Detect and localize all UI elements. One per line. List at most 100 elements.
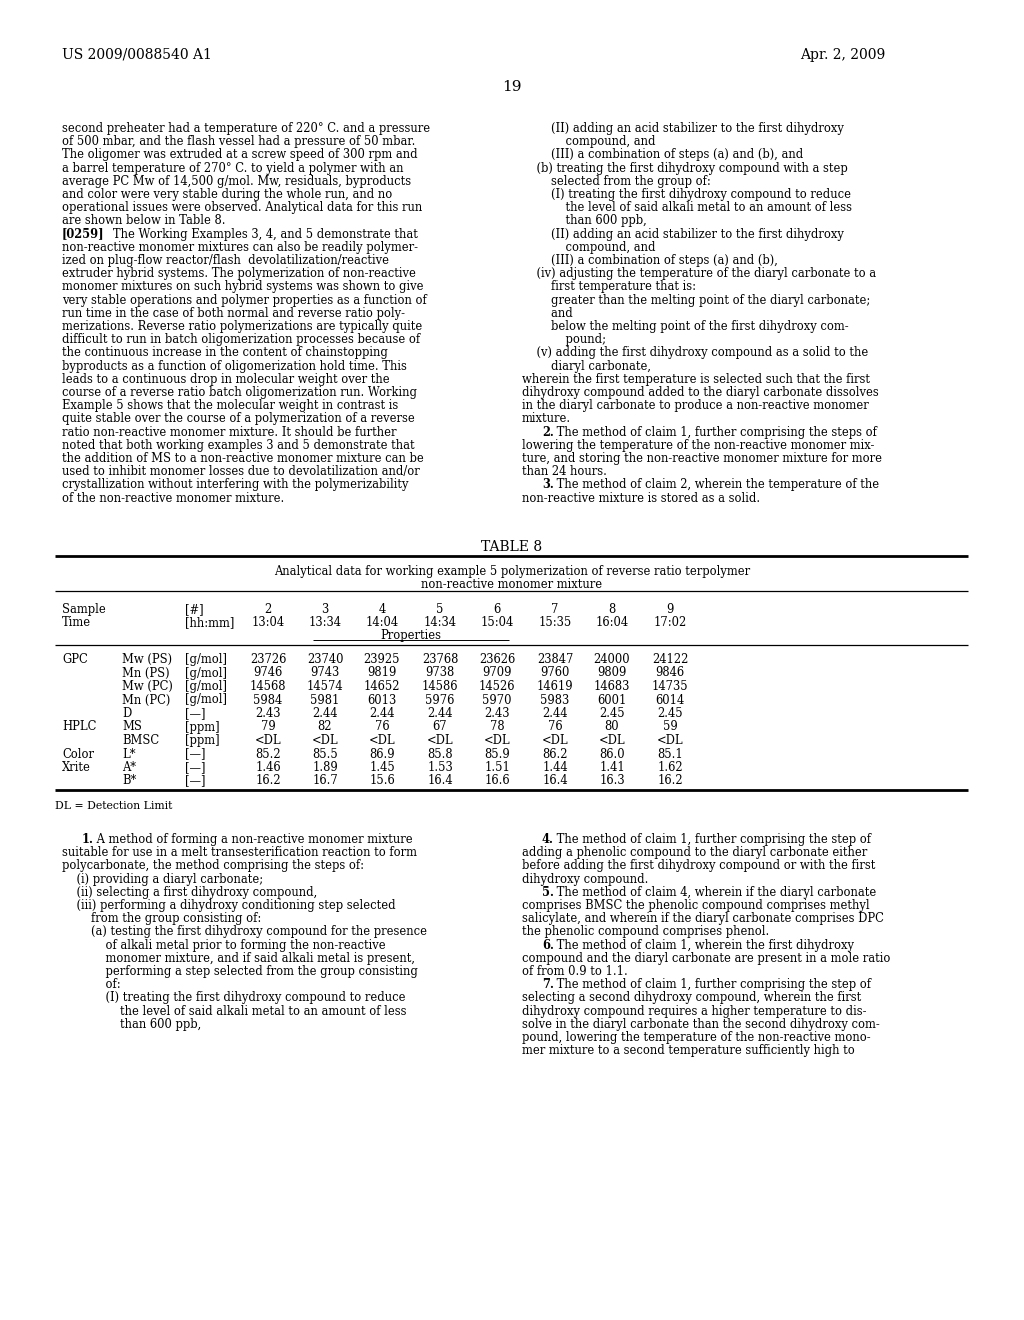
Text: quite stable over the course of a polymerization of a reverse: quite stable over the course of a polyme… <box>62 412 415 425</box>
Text: than 24 hours.: than 24 hours. <box>522 465 607 478</box>
Text: comprises BMSC the phenolic compound comprises methyl: comprises BMSC the phenolic compound com… <box>522 899 869 912</box>
Text: 1.62: 1.62 <box>657 762 683 774</box>
Text: selected from the group of:: selected from the group of: <box>522 174 711 187</box>
Text: 76: 76 <box>548 721 562 734</box>
Text: 3: 3 <box>322 603 329 616</box>
Text: are shown below in Table 8.: are shown below in Table 8. <box>62 214 225 227</box>
Text: of 500 mbar, and the flash vessel had a pressure of 50 mbar.: of 500 mbar, and the flash vessel had a … <box>62 135 416 148</box>
Text: the level of said alkali metal to an amount of less: the level of said alkali metal to an amo… <box>522 201 852 214</box>
Text: 8: 8 <box>608 603 615 616</box>
Text: 6001: 6001 <box>597 693 627 706</box>
Text: Example 5 shows that the molecular weight in contrast is: Example 5 shows that the molecular weigh… <box>62 399 398 412</box>
Text: second preheater had a temperature of 220° C. and a pressure: second preheater had a temperature of 22… <box>62 121 430 135</box>
Text: and color were very stable during the whole run, and no: and color were very stable during the wh… <box>62 187 392 201</box>
Text: 5984: 5984 <box>253 693 283 706</box>
Text: noted that both working examples 3 and 5 demonstrate that: noted that both working examples 3 and 5… <box>62 438 415 451</box>
Text: dihydroxy compound requires a higher temperature to dis-: dihydroxy compound requires a higher tem… <box>522 1005 866 1018</box>
Text: 5981: 5981 <box>310 693 340 706</box>
Text: 15:04: 15:04 <box>480 616 514 630</box>
Text: TABLE 8: TABLE 8 <box>481 540 543 554</box>
Text: 23768: 23768 <box>422 653 458 667</box>
Text: polycarbonate, the method comprising the steps of:: polycarbonate, the method comprising the… <box>62 859 364 873</box>
Text: 23740: 23740 <box>307 653 343 667</box>
Text: ized on plug-flow reactor/flash  devolatilization/reactive: ized on plug-flow reactor/flash devolati… <box>62 253 389 267</box>
Text: Xrite: Xrite <box>62 762 91 774</box>
Text: The method of claim 4, wherein if the diaryl carbonate: The method of claim 4, wherein if the di… <box>553 886 877 899</box>
Text: of alkali metal prior to forming the non-reactive: of alkali metal prior to forming the non… <box>62 939 386 952</box>
Text: 2.44: 2.44 <box>427 708 453 719</box>
Text: 59: 59 <box>663 721 677 734</box>
Text: Mw (PS): Mw (PS) <box>122 653 172 667</box>
Text: run time in the case of both normal and reverse ratio poly-: run time in the case of both normal and … <box>62 306 406 319</box>
Text: wherein the first temperature is selected such that the first: wherein the first temperature is selecte… <box>522 372 870 385</box>
Text: in the diaryl carbonate to produce a non-reactive monomer: in the diaryl carbonate to produce a non… <box>522 399 868 412</box>
Text: than 600 ppb,: than 600 ppb, <box>522 214 647 227</box>
Text: solve in the diaryl carbonate than the second dihydroxy com-: solve in the diaryl carbonate than the s… <box>522 1018 880 1031</box>
Text: [ppm]: [ppm] <box>185 721 219 734</box>
Text: 86.2: 86.2 <box>543 747 567 760</box>
Text: 16.3: 16.3 <box>599 775 625 788</box>
Text: selecting a second dihydroxy compound, wherein the first: selecting a second dihydroxy compound, w… <box>522 991 861 1005</box>
Text: a barrel temperature of 270° C. to yield a polymer with an: a barrel temperature of 270° C. to yield… <box>62 161 403 174</box>
Text: A*: A* <box>122 762 136 774</box>
Text: Mn (PC): Mn (PC) <box>122 693 170 706</box>
Text: [g/mol]: [g/mol] <box>185 680 227 693</box>
Text: (ii) selecting a first dihydroxy compound,: (ii) selecting a first dihydroxy compoun… <box>62 886 317 899</box>
Text: 14:34: 14:34 <box>424 616 457 630</box>
Text: [#]: [#] <box>185 603 204 616</box>
Text: of:: of: <box>62 978 121 991</box>
Text: 4: 4 <box>379 603 386 616</box>
Text: 16.7: 16.7 <box>312 775 338 788</box>
Text: 13:04: 13:04 <box>252 616 285 630</box>
Text: 2: 2 <box>264 603 271 616</box>
Text: compound, and: compound, and <box>522 240 655 253</box>
Text: MS: MS <box>122 721 142 734</box>
Text: 16.4: 16.4 <box>427 775 453 788</box>
Text: 6013: 6013 <box>368 693 396 706</box>
Text: [—]: [—] <box>185 747 206 760</box>
Text: 23626: 23626 <box>479 653 515 667</box>
Text: 13:34: 13:34 <box>308 616 341 630</box>
Text: [hh:mm]: [hh:mm] <box>185 616 234 630</box>
Text: <DL: <DL <box>599 734 626 747</box>
Text: D: D <box>122 708 131 719</box>
Text: before adding the first dihydroxy compound or with the first: before adding the first dihydroxy compou… <box>522 859 876 873</box>
Text: 14:04: 14:04 <box>366 616 398 630</box>
Text: 14735: 14735 <box>651 680 688 693</box>
Text: The method of claim 1, wherein the first dihydroxy: The method of claim 1, wherein the first… <box>553 939 854 952</box>
Text: mer mixture to a second temperature sufficiently high to: mer mixture to a second temperature suff… <box>522 1044 855 1057</box>
Text: (I) treating the first dihydroxy compound to reduce: (I) treating the first dihydroxy compoun… <box>62 991 406 1005</box>
Text: 5.: 5. <box>542 886 554 899</box>
Text: The method of claim 1, further comprising the step of: The method of claim 1, further comprisin… <box>553 833 871 846</box>
Text: 80: 80 <box>605 721 620 734</box>
Text: 24122: 24122 <box>652 653 688 667</box>
Text: 67: 67 <box>433 721 447 734</box>
Text: 82: 82 <box>317 721 332 734</box>
Text: 1.46: 1.46 <box>255 762 281 774</box>
Text: 9: 9 <box>667 603 674 616</box>
Text: 16.6: 16.6 <box>484 775 510 788</box>
Text: (iii) performing a dihydroxy conditioning step selected: (iii) performing a dihydroxy conditionin… <box>62 899 395 912</box>
Text: The oligomer was extruded at a screw speed of 300 rpm and: The oligomer was extruded at a screw spe… <box>62 148 418 161</box>
Text: 6: 6 <box>494 603 501 616</box>
Text: Sample: Sample <box>62 603 105 616</box>
Text: 16.4: 16.4 <box>542 775 568 788</box>
Text: <DL: <DL <box>656 734 683 747</box>
Text: 15:35: 15:35 <box>539 616 571 630</box>
Text: 9743: 9743 <box>310 667 340 680</box>
Text: difficult to run in batch oligomerization processes because of: difficult to run in batch oligomerizatio… <box>62 333 420 346</box>
Text: performing a step selected from the group consisting: performing a step selected from the grou… <box>62 965 418 978</box>
Text: 9746: 9746 <box>253 667 283 680</box>
Text: crystallization without interfering with the polymerizability: crystallization without interfering with… <box>62 478 409 491</box>
Text: 9846: 9846 <box>655 667 685 680</box>
Text: 1.: 1. <box>82 833 94 846</box>
Text: L*: L* <box>122 747 135 760</box>
Text: GPC: GPC <box>62 653 88 667</box>
Text: 9760: 9760 <box>541 667 569 680</box>
Text: dihydroxy compound.: dihydroxy compound. <box>522 873 648 886</box>
Text: 16:04: 16:04 <box>595 616 629 630</box>
Text: 2.44: 2.44 <box>370 708 394 719</box>
Text: 17:02: 17:02 <box>653 616 687 630</box>
Text: (III) a combination of steps (a) and (b), and: (III) a combination of steps (a) and (b)… <box>522 148 803 161</box>
Text: <DL: <DL <box>427 734 454 747</box>
